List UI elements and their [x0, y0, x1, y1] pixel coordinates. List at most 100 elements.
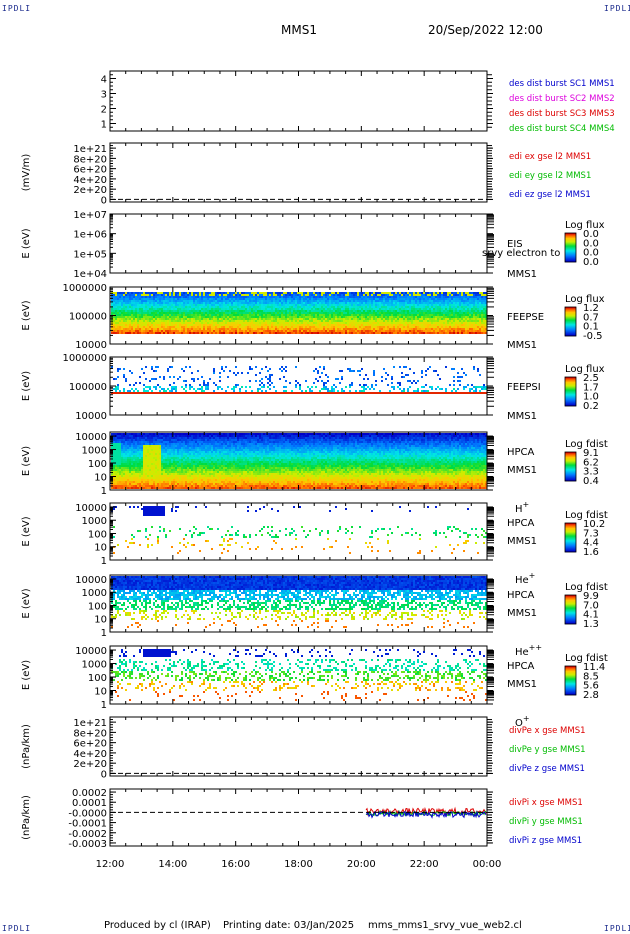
panel-frame	[109, 502, 488, 561]
y-tick-label: 6e+20	[73, 739, 107, 750]
legend-entry: edi ez gse l2 MMS1	[509, 190, 591, 200]
y-tick-label: 10	[94, 615, 107, 626]
corner-label-bottom-left: IPDLI	[2, 924, 32, 933]
y-tick-label: 10000	[75, 646, 107, 657]
panel-frame	[109, 142, 488, 203]
ion-species-label: H+	[515, 500, 529, 515]
footer-filename: mms_mms1_srvy_vue_web2.cl	[368, 920, 522, 931]
panel-eis: 1e+04 1e+05 1e+06 1e+07 E (eV) EIS MMS1 srvy el…	[21, 210, 605, 280]
y-tick-label: 1000	[82, 660, 107, 671]
instrument-label: MMS1	[507, 411, 537, 422]
y-tick-label: 1e+21	[73, 144, 107, 155]
y-tick-label: 1e+06	[73, 230, 107, 241]
footer-produced-by: Produced by cl (IRAP)	[104, 920, 211, 931]
x-tick-label: 14:00	[158, 859, 187, 870]
y-tick-label: 100	[88, 529, 107, 540]
instrument-label: MMS1	[507, 679, 537, 690]
colorbar-title: Log flux	[565, 294, 605, 305]
colorbar-value: 1.3	[583, 619, 599, 630]
colorbar-value: 5.6	[583, 681, 599, 692]
panel-frame	[109, 788, 488, 847]
instrument-label: EIS	[507, 239, 523, 250]
legend-entry: divPe z gse MMS1	[509, 764, 585, 774]
y-tick-label: 1000000	[62, 353, 107, 364]
colorbar-value: 1.7	[583, 382, 599, 393]
colorbar	[564, 451, 577, 482]
colorbar	[564, 594, 577, 625]
y-tick-label: 10	[94, 543, 107, 554]
spectrogram-feepsi	[111, 366, 487, 394]
y-tick-label: 0	[101, 195, 107, 206]
y-tick-label: 100	[88, 601, 107, 612]
panel-feepsi: 10000 100000 1000000 E (eV) FEEPSI MMS1 Log fl…	[21, 353, 605, 422]
y-axis-label: E (eV)	[21, 660, 32, 690]
y-axis-label: E (eV)	[21, 588, 32, 618]
colorbar-value: 8.5	[583, 671, 599, 682]
y-tick-label: 0	[101, 769, 107, 780]
panel-divpi: -0.0003-0.0002-0.0001-0.00000.00010.0002…	[21, 788, 583, 850]
x-tick-label: 20:00	[347, 859, 376, 870]
y-tick-label: 0.0001	[72, 798, 107, 809]
colorbar	[564, 522, 577, 553]
y-tick-label: 8e+20	[73, 154, 107, 165]
panel-dist-burst: 1 2 3 4 des dist burst SC1 MMS1 des dist burs…	[101, 70, 615, 134]
ion-species-label: He+	[515, 571, 535, 586]
instrument-label: HPCA	[507, 447, 535, 458]
y-tick-label: 100	[88, 673, 107, 684]
y-tick-label: 1	[101, 486, 107, 497]
spacecraft-title: MMS1	[281, 23, 317, 37]
corner-label-top-right: IPDLI	[604, 4, 630, 13]
y-tick-label: 1e+04	[73, 269, 107, 280]
colorbar-value: -0.5	[583, 331, 603, 342]
colorbar-title: Log flux	[565, 364, 605, 375]
y-tick-label: 1	[101, 700, 107, 711]
colorbar-title: Log fdist	[565, 653, 608, 664]
colorbar-title: Log fdist	[565, 439, 608, 450]
colorbar	[564, 376, 577, 407]
spectrogram-hpca-he2	[111, 576, 487, 628]
colorbar-value: 1.6	[583, 547, 599, 558]
y-axis-label: (nPa/km)	[21, 795, 32, 840]
y-axis-label: E (eV)	[21, 300, 32, 330]
instrument-label: FEEPSE	[507, 312, 544, 323]
legend-entry: des dist burst SC4 MMS4	[509, 124, 615, 134]
y-tick-label: 100	[88, 459, 107, 470]
y-tick-label: 10000	[75, 432, 107, 443]
instrument-label: MMS1	[507, 269, 537, 280]
colorbar-title: Log flux	[565, 220, 605, 231]
y-tick-label: 10	[94, 687, 107, 698]
colorbar-value: 0.4	[583, 476, 599, 487]
panel-feepse: 10000 100000 1000000 E (eV) FEEPSE MMS1 Log fl…	[21, 283, 605, 351]
panel-frame	[109, 213, 488, 274]
ion-species-label: O+	[515, 714, 530, 729]
colorbar-value: 2.8	[583, 690, 599, 701]
instrument-label: HPCA	[507, 661, 535, 672]
y-tick-label: 10	[94, 473, 107, 484]
y-tick-label: 8e+20	[73, 728, 107, 739]
ion-species-label: He++	[515, 643, 542, 658]
y-tick-label: 4e+20	[73, 749, 107, 760]
y-tick-label: 1000	[82, 446, 107, 457]
instrument-label: MMS1	[507, 465, 537, 476]
y-tick-label: -0.0001	[68, 819, 107, 830]
y-tick-label: -0.0003	[68, 839, 107, 850]
panel-hpca-he: 1 10 100 1000 10000 E (eV) HPCA MMS1 He+ Log fdis…	[21, 502, 608, 586]
colorbar-value: 2.5	[583, 373, 599, 384]
panel-hpca-he2: 1 10 100 1000 10000 E (eV) HPCA MMS1 He++ Log fdi…	[21, 574, 608, 658]
y-axis-label: (mV/m)	[21, 154, 32, 192]
y-tick-label: 6e+20	[73, 165, 107, 176]
instrument-label: FEEPSI	[507, 382, 541, 393]
legend-entry: des dist burst SC2 MMS2	[509, 94, 615, 104]
y-tick-label: 1e+21	[73, 718, 107, 729]
y-tick-label: 1000	[82, 516, 107, 527]
y-tick-label: 1000	[82, 588, 107, 599]
panel-hpca-h: 1 10 100 1000 10000 E (eV) HPCA MMS1 H+ Log fdist…	[21, 431, 608, 515]
legend-entry: divPi y gse MMS1	[509, 817, 583, 827]
colorbar-value: 10.2	[583, 519, 605, 530]
footer-printing-date: Printing date: 03/Jan/2025	[223, 920, 355, 931]
spectrogram-feepse	[111, 292, 487, 334]
panel-frame	[109, 716, 488, 777]
